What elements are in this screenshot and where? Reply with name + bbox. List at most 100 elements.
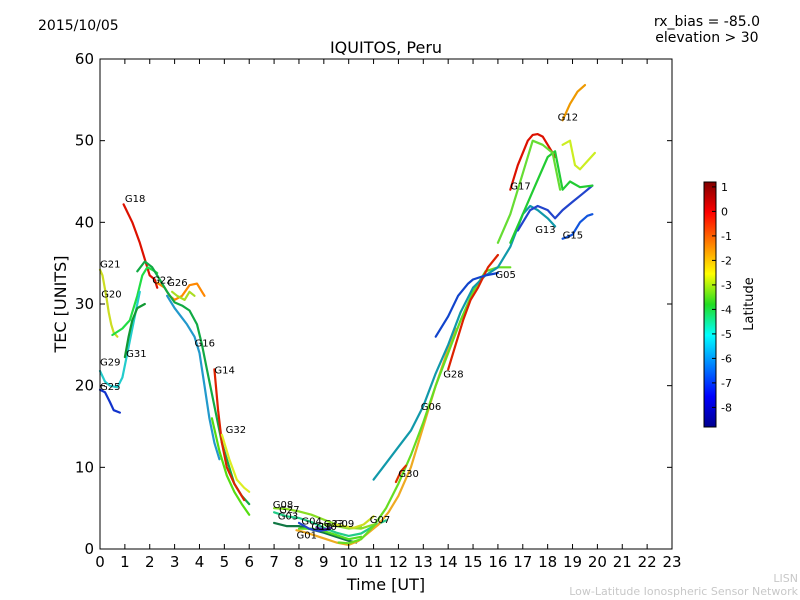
x-tick-label: 15	[463, 553, 482, 571]
y-tick-label: 50	[75, 132, 94, 150]
x-tick-layer: 0 1 2 3 4 5 6 7 8 9 10 11 12 13 14 15 16 17 18 19 20 21 22 23	[95, 59, 682, 571]
series-line	[372, 204, 557, 481]
chart-title: IQUITOS, Peru	[329, 38, 443, 57]
series-label: G23	[324, 519, 344, 530]
series-line	[315, 526, 333, 531]
x-tick-label: 16	[488, 553, 507, 571]
y-tick-label: 0	[84, 540, 94, 558]
watermark-line2: Low-Latitude Ionospheric Sensor Network	[569, 585, 798, 598]
x-tick-label: 9	[319, 553, 329, 571]
y-tick-label: 40	[75, 213, 94, 231]
y-tick-label: 60	[75, 50, 94, 68]
colorbar-label: Latitude	[742, 277, 757, 331]
x-tick-label: 19	[563, 553, 582, 571]
x-tick-label: 12	[389, 553, 408, 571]
series-line	[123, 302, 146, 359]
colorbar-tick-label: -5	[721, 328, 732, 341]
series-label-layer: G18G21G20G29G31G25G22G26G16G14G32G08G27G…	[100, 112, 583, 541]
colorbar-tick-label: -7	[721, 377, 732, 390]
x-tick-label: 2	[145, 553, 155, 571]
series-label: G11	[311, 522, 331, 533]
date-label: 2015/10/05	[38, 18, 119, 34]
series-line	[509, 150, 594, 244]
x-tick-label: 1	[120, 553, 130, 571]
x-tick-label: 8	[294, 553, 304, 571]
x-tick-label: 22	[638, 553, 657, 571]
series-label: G25	[100, 382, 120, 393]
series-label: G10	[316, 522, 336, 533]
series-line	[434, 271, 499, 338]
y-tick-layer: 0 10 20 30 40 50 60	[75, 50, 672, 558]
series-label: G14	[214, 365, 234, 376]
series-label: G15	[563, 231, 583, 242]
series-line	[561, 139, 596, 171]
series-line	[220, 433, 251, 493]
x-tick-label: 5	[220, 553, 230, 571]
colorbar-tick-label: -4	[721, 303, 732, 316]
series-label: G01	[297, 530, 317, 541]
y-tick-label: 20	[75, 377, 94, 395]
series-label: G26	[167, 278, 187, 289]
x-tick-label: 21	[613, 553, 632, 571]
series-label: G22	[152, 276, 172, 287]
series-label: G32	[226, 425, 246, 436]
series-line	[516, 184, 594, 232]
series-line	[273, 511, 388, 537]
colorbar-tick-label: 1	[721, 181, 728, 194]
x-tick-label: 20	[588, 553, 607, 571]
rx-bias-info: rx_bias = -85.0 elevation > 30	[654, 14, 760, 46]
colorbar-tick-label: -6	[721, 352, 732, 365]
series-label: G09	[334, 519, 354, 530]
series-line	[332, 515, 375, 529]
series-label: G08	[273, 500, 293, 511]
series-line	[171, 290, 196, 301]
x-axis-label: Time [UT]	[346, 575, 425, 594]
series-label: G18	[125, 194, 145, 205]
series-layer	[98, 84, 596, 546]
colorbar-gradient	[703, 181, 717, 428]
series-line	[561, 213, 594, 240]
x-tick-label: 10	[339, 553, 358, 571]
series-label: G16	[195, 339, 215, 350]
series-line	[496, 139, 562, 244]
x-tick-label: 13	[414, 553, 433, 571]
y-axis-label: TEC [UNITS]	[51, 256, 70, 354]
series-line	[447, 253, 499, 371]
series-label: G06	[421, 402, 441, 413]
colorbar-tick-label: -2	[721, 254, 732, 267]
series-label: G28	[443, 370, 463, 381]
series-line	[213, 368, 246, 502]
elevation-label: elevation > 30	[655, 30, 759, 46]
plot-frame	[99, 58, 673, 550]
x-tick-label: 6	[244, 553, 254, 571]
series-label: G21	[100, 259, 120, 270]
colorbar-ticks: 1 0 -1 -2 -3 -4 -5 -6 -7 -8	[712, 181, 732, 414]
x-tick-label: 18	[538, 553, 557, 571]
series-label: G03	[278, 512, 298, 523]
colorbar-tick-label: -1	[721, 230, 732, 243]
x-tick-label: 14	[439, 553, 458, 571]
colorbar: 1 0 -1 -2 -3 -4 -5 -6 -7 -8 Latitude	[703, 181, 757, 428]
series-line	[111, 266, 159, 337]
series-label: G17	[510, 182, 530, 193]
colorbar-tick-label: -3	[721, 279, 732, 292]
series-line	[98, 268, 119, 338]
series-line	[561, 84, 587, 122]
series-label: G12	[558, 112, 578, 123]
series-label: G04	[301, 517, 321, 528]
rx-bias-label: rx_bias = -85.0	[653, 14, 760, 30]
y-tick-label: 10	[75, 458, 94, 476]
series-line	[509, 133, 557, 191]
colorbar-tick-label: 0	[721, 205, 728, 218]
series-line	[166, 294, 221, 461]
x-tick-label: 23	[662, 553, 681, 571]
x-tick-label: 3	[170, 553, 180, 571]
series-label: G29	[100, 357, 120, 368]
watermark-line1: LISN	[773, 572, 798, 585]
series-line	[136, 260, 251, 506]
x-tick-label: 4	[195, 553, 205, 571]
series-label: G07	[370, 515, 390, 526]
series-label: G27	[279, 505, 299, 516]
series-line	[295, 327, 457, 546]
